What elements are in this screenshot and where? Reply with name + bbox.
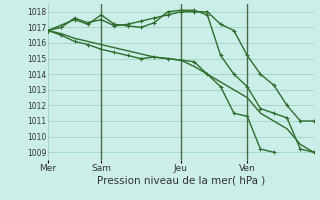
X-axis label: Pression niveau de la mer( hPa ): Pression niveau de la mer( hPa ) <box>97 176 265 186</box>
